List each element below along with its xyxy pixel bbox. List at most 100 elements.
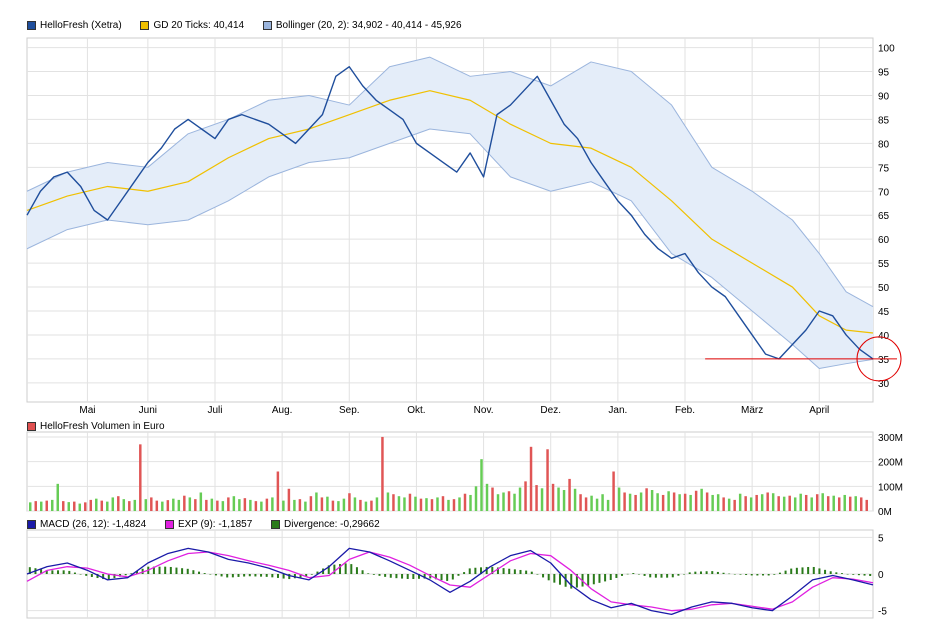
x-tick-label: Aug. — [272, 405, 293, 416]
price-line — [26, 66, 874, 360]
volume-bar — [78, 503, 82, 511]
volume-bar — [287, 488, 291, 511]
volume-bar — [106, 501, 109, 511]
volume-bar — [716, 494, 720, 511]
volume-bar — [370, 500, 373, 511]
divergence-bar — [350, 564, 353, 574]
volume-bar — [320, 497, 324, 511]
divergence-bar — [795, 567, 798, 574]
divergence-bar — [90, 574, 93, 578]
legend-divergence-swatch — [271, 520, 281, 529]
divergence-bar — [186, 568, 189, 574]
divergence-bar — [587, 574, 590, 586]
divergence-bar — [840, 573, 843, 574]
volume-bar — [133, 499, 137, 511]
divergence-bar — [491, 566, 494, 574]
volume-bar — [436, 497, 439, 511]
divergence-bar — [203, 573, 206, 574]
legend-exp: EXP (9): -1,1857 — [164, 519, 253, 530]
volume-bar — [144, 499, 148, 511]
x-tick-label: Mai — [79, 405, 95, 416]
divergence-bar — [863, 574, 866, 576]
divergence-bar — [327, 565, 330, 574]
divergence-bar — [733, 574, 736, 575]
divergence-bar — [389, 574, 392, 578]
divergence-bar — [28, 567, 31, 574]
volume-bar — [210, 498, 214, 511]
divergence-bar — [214, 574, 217, 576]
volume-bar — [832, 495, 835, 511]
volume-bar — [496, 494, 500, 511]
volume-bar — [430, 499, 434, 511]
volume-bar — [359, 499, 362, 511]
volume-bar — [606, 499, 610, 511]
divergence-bar — [480, 567, 483, 574]
volume-bar — [62, 501, 65, 511]
volume-bar — [546, 449, 549, 511]
legend-divergence-label: Divergence: -0,29662 — [284, 519, 380, 530]
volume-bar — [755, 494, 758, 511]
divergence-bar — [243, 574, 246, 577]
divergence-bar — [852, 574, 855, 575]
x-tick-label: Feb. — [675, 405, 695, 416]
price-y-tick-label: 50 — [878, 283, 890, 294]
volume-bar — [238, 499, 241, 511]
divergence-bar — [558, 574, 561, 585]
divergence-bar — [683, 574, 686, 575]
price-y-tick-label: 40 — [878, 331, 890, 342]
divergence-bar — [722, 572, 725, 574]
volume-bar — [326, 496, 329, 511]
price-y-tick-label: 100 — [878, 44, 895, 55]
legend-price-swatch — [27, 21, 36, 30]
divergence-bar — [226, 574, 229, 578]
price-y-tick-label: 55 — [878, 259, 890, 270]
divergence-bar — [688, 572, 691, 574]
volume-bar — [656, 493, 659, 511]
volume-bar — [441, 496, 445, 511]
volume-bar — [722, 497, 725, 511]
divergence-bar — [68, 570, 71, 574]
volume-bar — [205, 499, 208, 511]
divergence-bar — [406, 574, 409, 579]
divergence-bar — [316, 571, 319, 574]
divergence-bar — [339, 564, 342, 574]
divergence-bar — [158, 566, 161, 574]
volume-bar — [854, 496, 857, 511]
divergence-bar — [677, 574, 680, 576]
volume-bar — [859, 497, 863, 511]
divergence-bar — [271, 574, 274, 578]
divergence-bar — [299, 574, 302, 578]
volume-bar — [469, 494, 472, 511]
legend-volume-swatch — [27, 422, 36, 431]
divergence-bar — [344, 563, 347, 574]
volume-bar — [452, 499, 456, 511]
price-y-tick-label: 80 — [878, 139, 890, 150]
volume-bar — [518, 487, 522, 511]
macd-panel: 5 0 -5 — [26, 529, 887, 619]
volume-bar — [617, 487, 621, 511]
divergence-bar — [621, 574, 624, 576]
divergence-bar — [575, 574, 578, 588]
divergence-bar — [446, 574, 449, 581]
volume-bar — [826, 496, 830, 511]
divergence-bar — [570, 574, 573, 589]
legend-exp-label: EXP (9): -1,1857 — [177, 519, 253, 530]
divergence-bar — [152, 566, 155, 574]
divergence-bar — [333, 564, 336, 574]
legend-macd-label: MACD (26, 12): -1,4824 — [40, 519, 147, 530]
volume-bar — [56, 483, 59, 511]
volume-bar — [562, 490, 566, 511]
divergence-bar — [790, 568, 793, 574]
divergence-bar — [547, 574, 550, 581]
volume-bar — [364, 501, 368, 511]
macd-legend: MACD (26, 12): -1,4824 EXP (9): -1,1857 … — [27, 519, 396, 532]
volume-bar — [414, 496, 417, 511]
volume-bar — [782, 496, 786, 511]
price-y-tick-label: 65 — [878, 211, 890, 222]
volume-bar — [45, 500, 48, 511]
volume-bar — [777, 496, 780, 511]
volume-bar — [232, 496, 236, 511]
volume-bar — [271, 497, 274, 511]
divergence-bar — [649, 574, 652, 578]
divergence-bar — [716, 571, 719, 574]
